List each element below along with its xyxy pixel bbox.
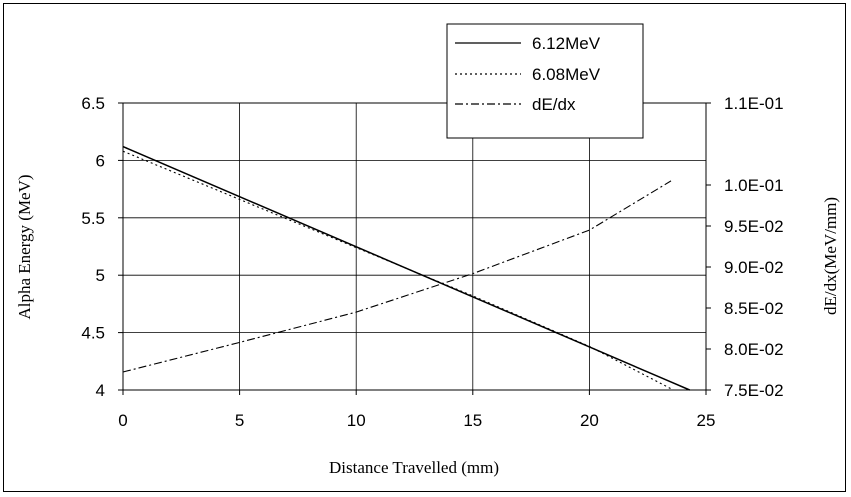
y2-tick-label: 8.5E-02 — [724, 299, 784, 318]
x-tick-label: 20 — [580, 411, 599, 430]
y-tick-label: 6 — [96, 151, 105, 170]
x-tick-label: 0 — [118, 411, 127, 430]
x-tick-label: 5 — [235, 411, 244, 430]
y2-tick-label: 1.0E-01 — [724, 176, 784, 195]
y2-tick-label: 7.5E-02 — [724, 381, 784, 400]
y-tick-label: 5 — [96, 266, 105, 285]
y2-tick-label: 1.1E-01 — [724, 94, 784, 113]
y-tick-label: 4.5 — [81, 324, 105, 343]
grid — [123, 103, 706, 390]
legend-label-6-08mev: 6.08MeV — [532, 65, 601, 84]
series-line-de-dx — [122, 180, 672, 373]
legend-label-6-12mev: 6.12MeV — [532, 34, 601, 53]
ticks-group: 0 5 10 15 20 25 4 4.5 5 5.5 6 6.5 1.1E-01 1.0E-01 9.5E… — [81, 94, 783, 430]
x-tick-label: 15 — [463, 411, 482, 430]
x-axis-title: Distance Travelled (mm) — [329, 458, 499, 477]
legend: 6.12MeV 6.08MeV dE/dx — [446, 23, 644, 139]
y-axis-title: Alpha Energy (MeV) — [15, 174, 34, 319]
y-tick-label: 5.5 — [81, 209, 105, 228]
plot-area — [122, 102, 707, 391]
series-line-6-08mev — [122, 150, 674, 391]
x-tick-label: 10 — [347, 411, 366, 430]
legend-label-dedx: dE/dx — [532, 95, 576, 114]
y-tick-label: 4 — [96, 381, 105, 400]
x-tick-label: 25 — [697, 411, 716, 430]
y2-tick-label: 8.0E-02 — [724, 340, 784, 359]
y2-tick-label: 9.0E-02 — [724, 258, 784, 277]
y2-tick-label: 9.5E-02 — [724, 217, 784, 236]
y2-axis-title: dE/dx(MeV/mm) — [821, 197, 840, 315]
series-group — [122, 145, 690, 391]
y-tick-label: 6.5 — [81, 94, 105, 113]
